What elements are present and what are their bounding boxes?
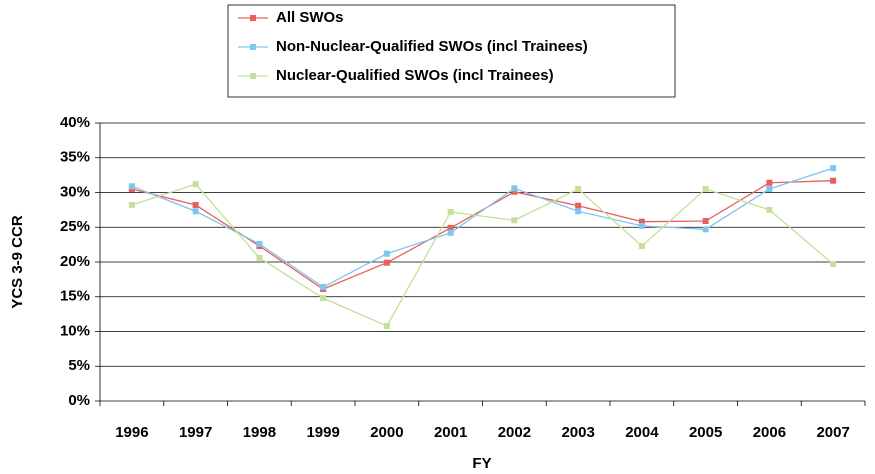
y-axis-label: YCS 3-9 CCR [9, 215, 26, 309]
x-tick-label: 2005 [689, 424, 722, 441]
point [192, 202, 199, 209]
y-tick-label: 40% [60, 114, 90, 131]
point [638, 243, 645, 250]
x-tick-label: 2000 [370, 424, 403, 441]
point [702, 217, 709, 224]
point [575, 208, 582, 215]
legend-marker [250, 44, 256, 50]
point [256, 240, 263, 247]
point [383, 322, 390, 329]
x-tick-label: 1996 [115, 424, 148, 441]
point [575, 186, 582, 193]
y-tick-label: 20% [60, 253, 90, 270]
point [702, 226, 709, 233]
legend-label: Non-Nuclear-Qualified SWOs (incl Trainee… [276, 38, 588, 55]
point [511, 188, 518, 195]
point [383, 250, 390, 257]
point [638, 218, 645, 225]
point [511, 217, 518, 224]
point [766, 186, 773, 193]
point [638, 222, 645, 229]
series-line [131, 183, 834, 327]
y-tick-label: 25% [60, 218, 90, 235]
legend-box [227, 4, 676, 98]
point [511, 185, 518, 192]
x-tick-label: 1998 [243, 424, 276, 441]
x-tick-label: 2004 [625, 424, 659, 441]
point [575, 202, 582, 209]
y-tick-label: 30% [60, 183, 90, 200]
x-tick-label: 2002 [498, 424, 531, 441]
point [192, 208, 199, 215]
point [830, 261, 837, 268]
point [383, 259, 390, 266]
x-tick-label: 2006 [753, 424, 786, 441]
point [320, 284, 327, 291]
point [447, 229, 454, 236]
x-tick-label: 2003 [561, 424, 594, 441]
point [830, 165, 837, 172]
legend-label: Nuclear-Qualified SWOs (incl Trainees) [276, 67, 554, 84]
y-tick-label: 15% [60, 288, 90, 305]
point [128, 202, 135, 209]
y-tick-label: 5% [68, 357, 90, 374]
legend-label: All SWOs [276, 9, 344, 26]
point [256, 254, 263, 261]
point [192, 181, 199, 188]
point [447, 208, 454, 215]
point [128, 183, 135, 190]
x-tick-label: 2007 [816, 424, 849, 441]
x-tick-label: 2001 [434, 424, 467, 441]
point [447, 224, 454, 231]
x-tick-label: 1997 [179, 424, 212, 441]
x-tick-label: 1999 [306, 424, 339, 441]
y-tick-label: 10% [60, 322, 90, 339]
point [766, 206, 773, 213]
point [702, 186, 709, 193]
y-tick-label: 0% [68, 392, 90, 409]
point [766, 179, 773, 186]
x-axis-label: FY [472, 455, 491, 472]
point [830, 177, 837, 184]
series-line [131, 167, 834, 288]
legend-marker [250, 15, 256, 21]
point [320, 295, 327, 302]
y-tick-label: 35% [60, 149, 90, 166]
legend-marker [250, 73, 256, 79]
